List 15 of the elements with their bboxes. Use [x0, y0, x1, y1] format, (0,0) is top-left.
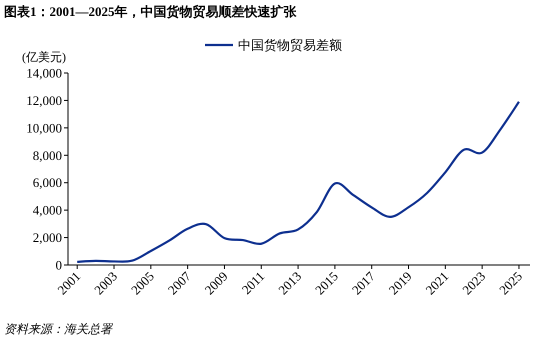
- y-tick-label: 2,000: [32, 230, 62, 246]
- y-tick-label: 8,000: [32, 148, 62, 163]
- y-tick-label: 0: [56, 258, 62, 272]
- chart-title: 图表1：2001—2025年，中国货物贸易顺差快速扩张: [4, 4, 298, 19]
- y-axis-title: (亿美元): [22, 50, 66, 64]
- text: 资料来源：海关总署: [4, 322, 114, 336]
- line-series: [76, 100, 520, 263]
- y-tick-label: 14,000: [26, 66, 62, 80]
- legend-label: 中国货物贸易差额: [238, 38, 342, 52]
- x-tick-label: 2011: [238, 268, 268, 298]
- y-tick-label: 6,000: [32, 175, 62, 190]
- y-tick-label: 4,000: [32, 202, 62, 218]
- y-tick-label: 12,000: [26, 92, 62, 108]
- y-tick-label: 10,000: [26, 120, 62, 136]
- x-tick-label: 2021: [422, 268, 452, 298]
